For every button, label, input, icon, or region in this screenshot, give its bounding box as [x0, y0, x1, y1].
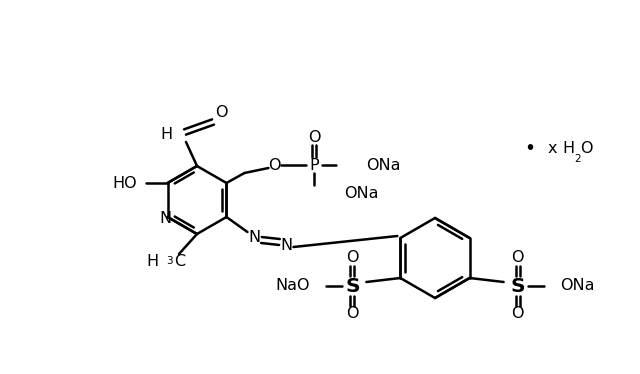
Text: O: O [580, 141, 593, 156]
Text: ONa: ONa [367, 157, 401, 172]
Text: C: C [174, 254, 185, 270]
Text: NaO: NaO [276, 279, 310, 294]
Text: O: O [511, 251, 524, 266]
Text: x: x [548, 141, 557, 156]
Text: O: O [268, 157, 281, 172]
Text: P: P [310, 157, 319, 172]
Text: O: O [215, 104, 227, 120]
Text: O: O [511, 307, 524, 322]
Text: O: O [346, 251, 358, 266]
Text: 3: 3 [166, 256, 173, 266]
Text: O: O [308, 129, 321, 144]
Text: S: S [510, 276, 525, 295]
Text: S: S [345, 276, 360, 295]
Text: N: N [280, 237, 292, 252]
Text: •: • [524, 138, 536, 157]
Text: H: H [161, 126, 173, 141]
Text: HO: HO [112, 175, 136, 190]
Text: N: N [248, 230, 260, 245]
Text: ONa: ONa [559, 279, 594, 294]
Text: N: N [159, 211, 172, 226]
Text: ONa: ONa [344, 186, 379, 200]
Text: H: H [147, 254, 159, 270]
Text: O: O [346, 307, 358, 322]
Text: 2: 2 [574, 154, 580, 164]
Text: H: H [562, 141, 574, 156]
